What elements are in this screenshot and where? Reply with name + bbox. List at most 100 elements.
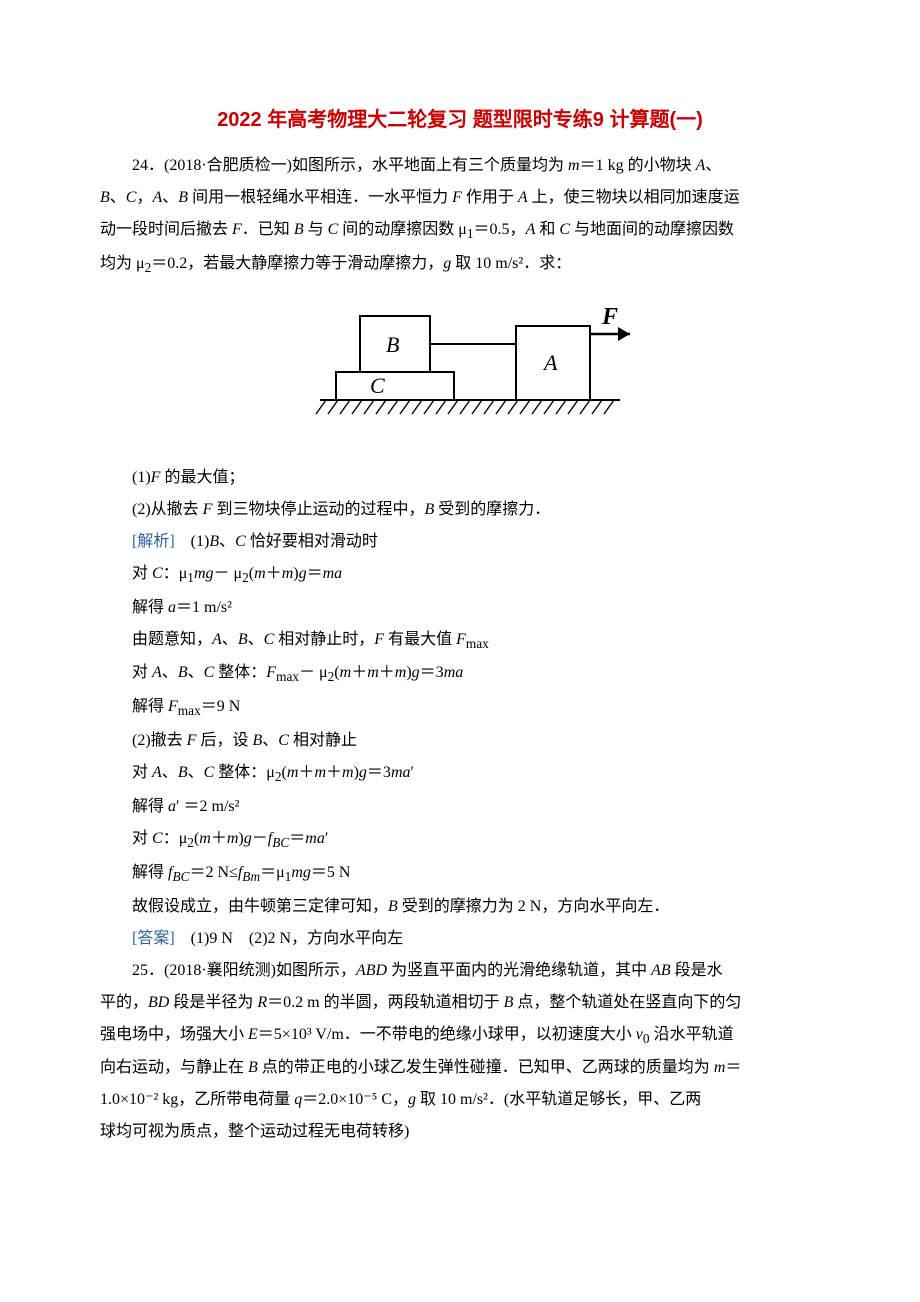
label-B: B xyxy=(386,332,399,357)
var-A: A xyxy=(152,764,162,781)
var-F: F xyxy=(203,501,213,518)
text: 有最大值 xyxy=(384,631,456,648)
text: 解得 xyxy=(132,599,168,616)
var-A: A xyxy=(696,157,706,174)
var-F: F xyxy=(151,469,161,486)
var-B: B xyxy=(248,1059,258,1076)
text: ＝3 xyxy=(420,664,444,681)
box-C xyxy=(336,372,454,400)
var-B: B xyxy=(504,994,514,1011)
var-m: m xyxy=(282,565,294,582)
var-mg: mg xyxy=(194,565,214,582)
var-a: a xyxy=(168,798,176,815)
var-fBC: fBC xyxy=(268,830,289,847)
text: 解得 xyxy=(132,798,168,815)
var-BD: BD xyxy=(148,994,169,1011)
text: 点的带正电的小球乙发生弹性碰撞．已知甲、乙两球的质量均为 xyxy=(258,1059,714,1076)
var-C: C xyxy=(152,565,163,582)
text: 球均可视为质点，整个运动过程无电荷转移) xyxy=(100,1123,409,1140)
var-C: C xyxy=(126,189,137,206)
var-B: B xyxy=(178,189,188,206)
text: 、 xyxy=(705,157,721,174)
var-C: C xyxy=(278,732,289,749)
var-F: F xyxy=(452,189,462,206)
q25-stem-line5: 1.0×10⁻² kg，乙所带电荷量 q＝2.0×10⁻⁵ C，g 取 10 m… xyxy=(100,1084,820,1116)
text: 上，使三物块以相同加速度运 xyxy=(528,189,740,206)
text: 、 xyxy=(262,732,278,749)
q24-sub2: (2)从撤去 F 到三物块停止运动的过程中，B 受到的摩擦力． xyxy=(100,494,820,526)
q24-stem-line2: B、C，A、B 间用一根轻绳水平相连．一水平恒力 F 作用于 A 上，使三物块以… xyxy=(100,182,820,214)
text: － xyxy=(252,830,268,847)
var-m: m xyxy=(340,664,352,681)
var-Fmax: F xyxy=(266,664,276,681)
text: 到三物块停止运动的过程中， xyxy=(212,501,424,518)
text: ＝ xyxy=(289,830,305,847)
var-Fmax: F xyxy=(168,698,178,715)
q25-stem-line3: 强电场中，场强大小 E＝5×10³ V/m．一不带电的绝缘小球甲，以初速度大小 … xyxy=(100,1019,820,1053)
var-ma: ma xyxy=(391,764,411,781)
text: 受到的摩擦力． xyxy=(434,501,550,518)
var-Fmax: F xyxy=(456,631,466,648)
var-g: g xyxy=(412,664,420,681)
text: 段是半径为 xyxy=(169,994,257,1011)
text: ＝1 kg 的小物块 xyxy=(580,157,696,174)
text: 动一段时间后撤去 xyxy=(100,221,232,238)
text: 恰好要相对滑动时 xyxy=(246,533,378,550)
text: 解得 xyxy=(132,864,168,881)
text: (1) xyxy=(132,469,151,486)
text: 25．(2018·襄阳统测)如图所示， xyxy=(132,962,356,979)
text: (1) xyxy=(175,533,210,550)
var-ABD: ABD xyxy=(356,962,387,979)
text: ．已知 xyxy=(242,221,294,238)
var-v0: v xyxy=(636,1026,643,1043)
var-ma: ma xyxy=(444,664,464,681)
text: 段是水 xyxy=(671,962,723,979)
text: 对 xyxy=(132,664,152,681)
force-arrow-head xyxy=(618,327,630,341)
text: 间用一根轻绳水平相连．一水平恒力 xyxy=(188,189,452,206)
var-ma: ma xyxy=(305,830,325,847)
var-A: A xyxy=(518,189,528,206)
var-a: a xyxy=(168,599,176,616)
var-g: g xyxy=(244,830,252,847)
text: ＋ xyxy=(351,664,367,681)
text: 向右运动，与静止在 xyxy=(100,1059,248,1076)
text: ＋ xyxy=(326,764,342,781)
text: 和 xyxy=(535,221,559,238)
text: 、 xyxy=(162,764,178,781)
ground-hatching xyxy=(316,400,614,414)
text: 、 xyxy=(219,533,235,550)
text: 相对静止 xyxy=(289,732,357,749)
var-m: m xyxy=(342,764,354,781)
var-AB: AB xyxy=(651,962,671,979)
var-m: m xyxy=(254,565,266,582)
var-R: R xyxy=(257,994,267,1011)
var-m: m xyxy=(287,764,299,781)
text: ＝ xyxy=(307,565,323,582)
q24-stem-line3: 动一段时间后撤去 F．已知 B 与 C 间的动摩擦因数 μ1＝0.5，A 和 C… xyxy=(100,214,820,248)
text: 相对静止时， xyxy=(274,631,374,648)
text: ：μ xyxy=(163,830,188,847)
var-m: m xyxy=(314,764,326,781)
var-C: C xyxy=(328,221,339,238)
text: ＝μ xyxy=(260,864,285,881)
solution-label: [解析] xyxy=(132,533,175,550)
text: 点，整个轨道处在竖直向下的匀 xyxy=(513,994,741,1011)
label-A: A xyxy=(542,350,558,375)
text: 、 xyxy=(222,631,238,648)
text: 对 xyxy=(132,565,152,582)
var-B: B xyxy=(178,764,188,781)
var-fBC: fBC xyxy=(168,864,189,881)
var-C: C xyxy=(204,664,215,681)
text: 平的， xyxy=(100,994,148,1011)
text: 整体：μ xyxy=(214,764,275,781)
text: (2)从撤去 xyxy=(132,501,203,518)
text: 沿水平轨道 xyxy=(650,1026,734,1043)
q24-solution-line3: 解得 a＝1 m/s² xyxy=(100,592,820,624)
var-E: E xyxy=(248,1026,258,1043)
q24-solution-line7: (2)撤去 F 后，设 B、C 相对静止 xyxy=(100,725,820,757)
var-m: m xyxy=(227,830,239,847)
var-C: C xyxy=(152,830,163,847)
q25-stem-line6: 球均可视为质点，整个运动过程无电荷转移) xyxy=(100,1116,820,1148)
text: 24．(2018·合肥质检一)如图所示，水平地面上有三个质量均为 xyxy=(132,157,568,174)
